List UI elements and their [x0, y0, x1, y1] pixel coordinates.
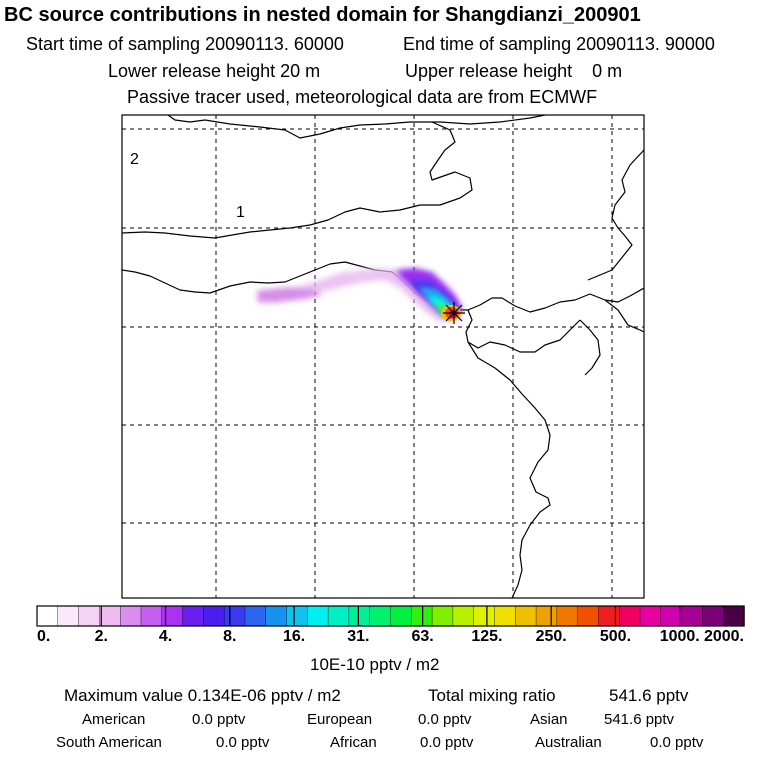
- region-african-value: 0.0 pptv: [420, 734, 474, 751]
- grid-lines: [122, 115, 644, 598]
- map-frame: [121, 114, 645, 599]
- region-asian-label: Asian: [530, 711, 568, 728]
- colorbar-unit-label: 10E-10 pptv / m2: [310, 655, 440, 674]
- region-australian-value: 0.0 pptv: [650, 734, 704, 751]
- tracer-note: Passive tracer used, meteorological data…: [127, 87, 598, 107]
- region-australian-label: Australian: [535, 734, 602, 751]
- region-african-label: African: [330, 734, 377, 751]
- emission-plume: [256, 268, 462, 322]
- region-american-value: 0.0 pptv: [192, 711, 246, 728]
- plot-title: BC source contributions in nested domain…: [4, 4, 641, 26]
- upper-release-label: Upper release height 0 m: [405, 61, 623, 81]
- end-time-label: End time of sampling 20090113. 90000: [403, 34, 715, 54]
- region-european-label: European: [307, 711, 373, 728]
- start-time-label: Start time of sampling 20090113. 60000: [26, 34, 344, 54]
- region-european-value: 0.0 pptv: [418, 711, 472, 728]
- max-value-label: Maximum value 0.134E-06 pptv / m2: [64, 686, 341, 705]
- region-label: 1: [236, 204, 245, 221]
- borders: [122, 115, 644, 598]
- total-mixing-value: 541.6 pptv: [609, 686, 689, 705]
- region-asian-value: 541.6 pptv: [604, 711, 675, 728]
- region-american-label: American: [82, 711, 146, 728]
- receptor-marker-icon: [443, 302, 465, 324]
- region-south-american-label: South American: [56, 734, 162, 751]
- total-mixing-label: Total mixing ratio: [428, 686, 556, 705]
- region-label: 2: [130, 151, 139, 168]
- region-south-american-value: 0.0 pptv: [216, 734, 270, 751]
- lower-release-label: Lower release height 20 m: [108, 61, 321, 81]
